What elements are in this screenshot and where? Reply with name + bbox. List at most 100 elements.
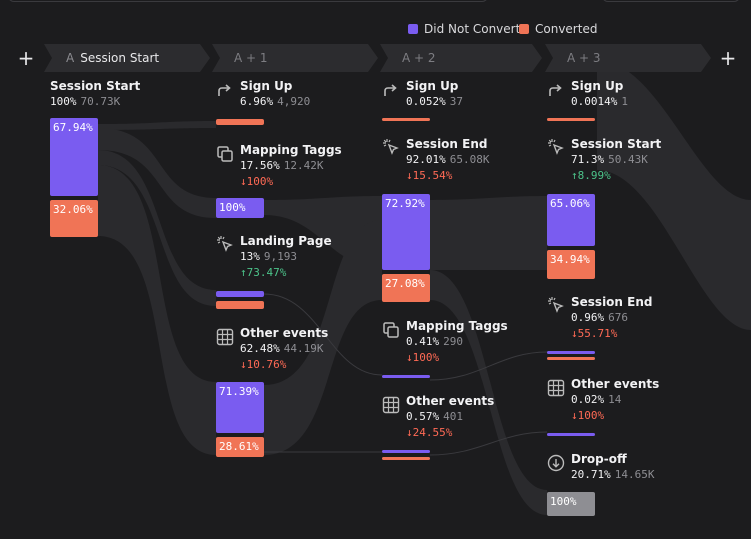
node-other-events[interactable]: Other events 0.02% 14 ↓100% xyxy=(547,376,659,424)
node-change: ↓10.76% xyxy=(240,358,287,371)
node-title: Other events xyxy=(571,377,660,391)
bar-converted[interactable]: 27.08% xyxy=(382,274,430,302)
node-change: ↓24.55% xyxy=(406,426,453,439)
node-title: Mapping Taggs xyxy=(240,143,342,157)
bar-converted[interactable] xyxy=(547,357,595,360)
bar-converted[interactable] xyxy=(382,118,430,121)
step-header-a3[interactable]: A + 3 xyxy=(545,44,711,72)
node-percent: 0.41% xyxy=(406,335,440,348)
bar-converted[interactable] xyxy=(382,457,430,460)
node-change: ↓55.71% xyxy=(571,327,618,340)
node-count: 14 xyxy=(608,393,622,406)
node-sign-up[interactable]: Sign Up 6.96% 4,920 xyxy=(216,78,310,110)
bar-did-not-convert[interactable] xyxy=(216,291,264,297)
grid-icon xyxy=(382,396,400,414)
node-count: 50.43K xyxy=(608,153,648,166)
legend-did-not-convert: Did Not Convert xyxy=(408,22,520,36)
node-mapping-taggs[interactable]: Mapping Taggs 0.41% 290 ↓100% xyxy=(382,318,508,366)
legend-swatch-orange xyxy=(519,24,529,34)
grid-icon xyxy=(547,379,565,397)
node-other-events[interactable]: Other events 62.48% 44.19K ↓10.76% xyxy=(216,325,328,373)
step-letter: A + 3 xyxy=(567,51,601,65)
node-percent: 92.01% xyxy=(406,153,446,166)
node-title: Session End xyxy=(571,295,653,309)
grid-icon xyxy=(216,328,234,346)
node-count: 401 xyxy=(443,410,463,423)
node-title: Mapping Taggs xyxy=(406,319,508,333)
bar-did-not-convert[interactable]: 71.39% xyxy=(216,382,264,433)
node-count: 70.73K xyxy=(80,95,121,108)
node-session-start[interactable]: Session Start 71.3% 50.43K ↑8.99% xyxy=(547,136,661,184)
cursor-click-icon xyxy=(548,139,564,155)
node-session-end[interactable]: Session End 92.01% 65.08K ↓15.54% xyxy=(382,136,490,184)
copy-icon xyxy=(217,146,233,162)
node-title: Landing Page xyxy=(240,234,332,248)
step-name: Session Start xyxy=(80,51,160,65)
node-change: ↓100% xyxy=(406,351,440,364)
node-title: Session Start xyxy=(50,79,141,93)
add-step-before-button[interactable]: + xyxy=(17,46,35,70)
bar-did-not-convert[interactable] xyxy=(382,450,430,453)
node-percent: 71.3% xyxy=(571,153,605,166)
node-mapping-taggs[interactable]: Mapping Taggs 17.56% 12.42K ↓100% xyxy=(216,142,342,190)
node-count: 4,920 xyxy=(277,95,311,108)
bar-did-not-convert[interactable]: 65.06% xyxy=(547,194,595,246)
bar-converted[interactable] xyxy=(547,118,595,121)
arrow-down-circle-icon xyxy=(547,454,565,472)
bar-converted[interactable]: 28.61% xyxy=(216,437,264,457)
node-drop-off[interactable]: Drop-off 20.71% 14.65K xyxy=(547,451,655,483)
step-header-a[interactable]: A Session Start xyxy=(44,44,210,72)
bar-converted[interactable]: 34.94% xyxy=(547,250,595,279)
node-session-end[interactable]: Session End 0.96% 676 ↓55.71% xyxy=(547,294,652,342)
legend-swatch-purple xyxy=(408,24,418,34)
bar-did-not-convert[interactable]: 100% xyxy=(216,198,264,218)
node-session-start[interactable]: Session Start 100% 70.73K xyxy=(50,78,140,110)
node-title: Session Start xyxy=(571,137,662,151)
legend-label: Did Not Convert xyxy=(424,22,521,36)
legend-label: Converted xyxy=(535,22,598,36)
bar-did-not-convert[interactable]: 72.92% xyxy=(382,194,430,270)
redirect-icon xyxy=(384,84,397,96)
node-change: ↓15.54% xyxy=(406,169,453,182)
node-title: Other events xyxy=(406,394,495,408)
step-header-a1[interactable]: A + 1 xyxy=(212,44,378,72)
node-percent: 6.96% xyxy=(240,95,274,108)
bar-did-not-convert[interactable]: 67.94% xyxy=(50,118,98,196)
legend-converted: Converted xyxy=(519,22,597,36)
bar-did-not-convert[interactable] xyxy=(547,351,595,354)
node-sign-up[interactable]: Sign Up 0.0014% 1 xyxy=(547,78,628,110)
node-percent: 0.02% xyxy=(571,393,605,406)
node-percent: 0.57% xyxy=(406,410,440,423)
bar-drop-off[interactable]: 100% xyxy=(547,492,595,516)
cursor-click-icon xyxy=(383,139,399,155)
node-percent: 0.0014% xyxy=(571,95,618,108)
redirect-icon xyxy=(549,84,562,96)
node-change: ↓100% xyxy=(571,409,605,422)
bar-converted[interactable] xyxy=(216,301,264,309)
bar-converted[interactable] xyxy=(216,119,264,125)
step-letter: A + 2 xyxy=(402,51,436,65)
bar-did-not-convert[interactable] xyxy=(382,375,430,378)
node-title: Sign Up xyxy=(406,79,459,93)
node-title: Drop-off xyxy=(571,452,627,466)
node-change: ↑73.47% xyxy=(240,266,287,279)
node-title: Session End xyxy=(406,137,488,151)
node-count: 9,193 xyxy=(263,250,297,263)
bar-converted[interactable]: 32.06% xyxy=(50,200,98,237)
node-title: Sign Up xyxy=(571,79,624,93)
node-landing-page[interactable]: Landing Page 13% 9,193 ↑73.47% xyxy=(216,233,332,281)
add-step-after-button[interactable]: + xyxy=(719,46,737,70)
node-title: Other events xyxy=(240,326,329,340)
copy-icon xyxy=(383,322,399,338)
step-header-a2[interactable]: A + 2 xyxy=(380,44,542,72)
node-percent: 17.56% xyxy=(240,159,280,172)
bar-did-not-convert[interactable] xyxy=(547,433,595,436)
cursor-click-icon xyxy=(217,236,233,252)
node-sign-up[interactable]: Sign Up 0.052% 37 xyxy=(382,78,463,110)
node-percent: 62.48% xyxy=(240,342,280,355)
node-count: 676 xyxy=(608,311,628,324)
step-letter: A xyxy=(66,51,75,65)
node-other-events[interactable]: Other events 0.57% 401 ↓24.55% xyxy=(382,393,494,441)
node-percent: 100% xyxy=(50,95,77,108)
node-count: 14.65K xyxy=(614,468,655,481)
